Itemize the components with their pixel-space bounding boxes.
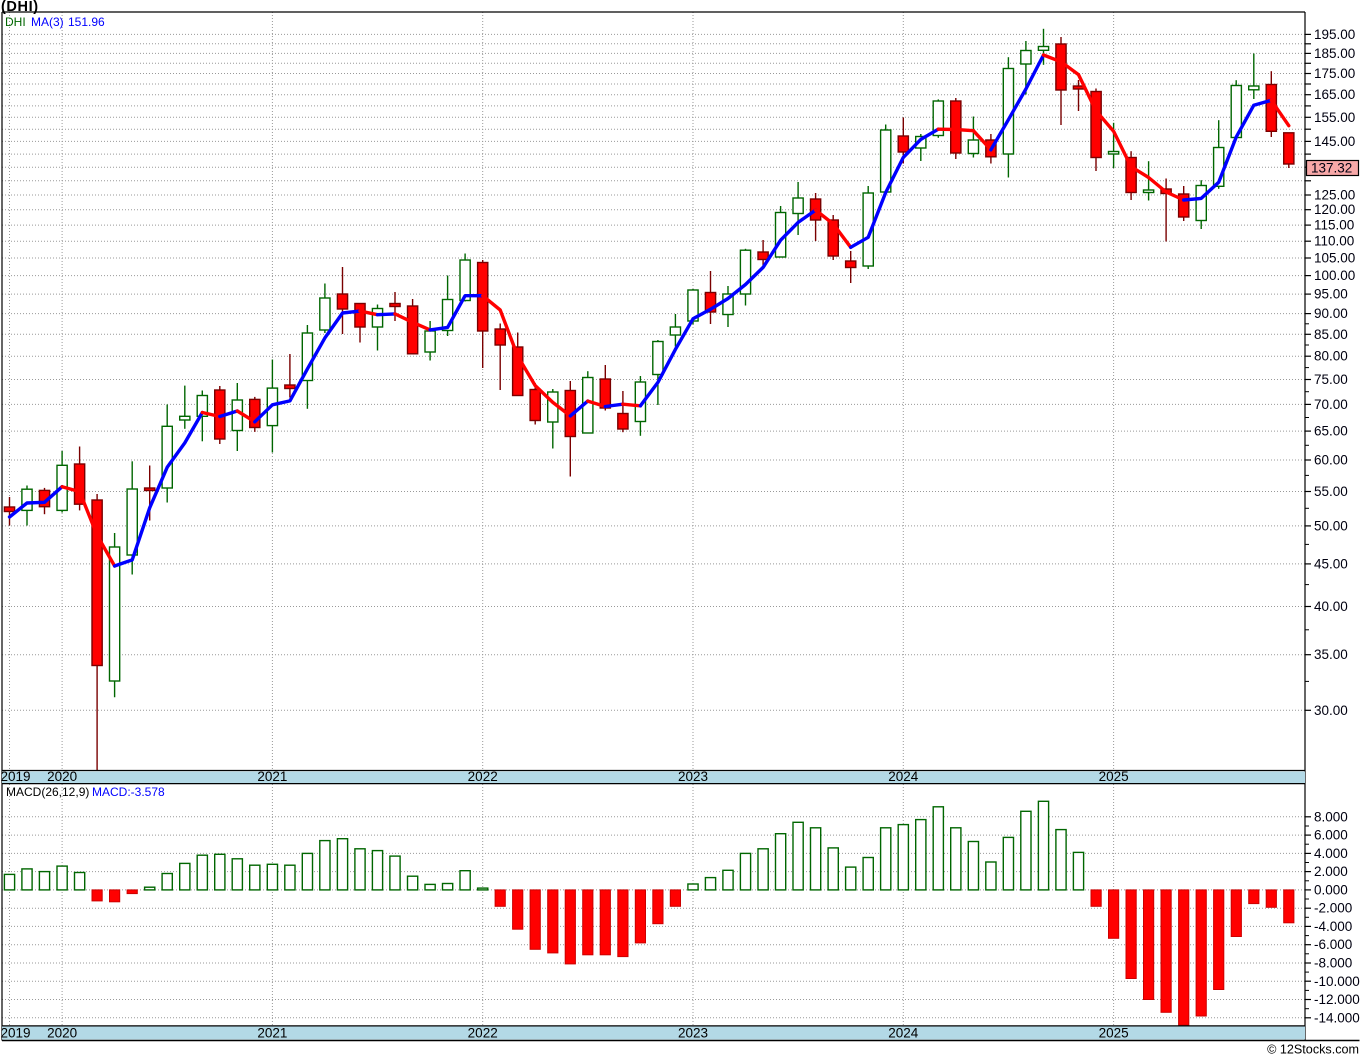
svg-text:(DHI): (DHI) [1,0,39,15]
svg-text:-12.000: -12.000 [1314,992,1360,1007]
svg-text:55.00: 55.00 [1314,484,1348,499]
svg-text:2021: 2021 [257,769,287,784]
svg-text:151.96: 151.96 [68,15,105,29]
svg-text:8.000: 8.000 [1314,809,1348,824]
svg-text:0.000: 0.000 [1314,882,1348,897]
svg-text:DHI: DHI [5,15,26,29]
svg-text:120.00: 120.00 [1314,202,1355,217]
svg-text:40.00: 40.00 [1314,599,1348,614]
svg-text:2020: 2020 [47,1026,77,1041]
svg-text:-2.000: -2.000 [1314,901,1352,916]
svg-text:105.00: 105.00 [1314,251,1355,266]
svg-text:6.000: 6.000 [1314,828,1348,843]
svg-text:2.000: 2.000 [1314,864,1348,879]
svg-text:195.00: 195.00 [1314,27,1355,42]
svg-text:175.00: 175.00 [1314,66,1355,81]
svg-text:MA(3): MA(3) [31,15,64,29]
svg-text:155.00: 155.00 [1314,110,1355,125]
svg-text:2024: 2024 [888,769,919,784]
svg-text:137.32: 137.32 [1311,161,1352,176]
svg-text:© 12Stocks.com: © 12Stocks.com [1267,1043,1359,1056]
svg-text:45.00: 45.00 [1314,556,1348,571]
svg-text:60.00: 60.00 [1314,453,1348,468]
svg-text:4.000: 4.000 [1314,846,1348,861]
svg-text:90.00: 90.00 [1314,306,1348,321]
svg-text:185.00: 185.00 [1314,46,1355,61]
svg-text:70.00: 70.00 [1314,397,1348,412]
svg-text:115.00: 115.00 [1314,218,1354,233]
svg-text:2020: 2020 [47,769,77,784]
svg-text:MACD:-3.578: MACD:-3.578 [92,785,165,799]
svg-text:50.00: 50.00 [1314,518,1348,533]
svg-text:MACD(26,12,9): MACD(26,12,9) [6,785,89,799]
svg-text:2023: 2023 [678,769,708,784]
svg-text:75.00: 75.00 [1314,372,1348,387]
svg-text:2022: 2022 [468,1026,498,1041]
svg-text:2023: 2023 [678,1026,708,1041]
svg-text:2024: 2024 [888,1026,919,1041]
svg-text:2019: 2019 [0,769,30,784]
svg-text:65.00: 65.00 [1314,424,1348,439]
svg-text:2025: 2025 [1099,1026,1129,1041]
svg-text:-6.000: -6.000 [1314,937,1352,952]
svg-text:165.00: 165.00 [1314,87,1355,102]
svg-text:145.00: 145.00 [1314,134,1355,149]
svg-text:-4.000: -4.000 [1314,919,1352,934]
svg-text:2019: 2019 [0,1026,30,1041]
svg-text:2021: 2021 [257,1026,287,1041]
svg-text:-14.000: -14.000 [1314,1010,1360,1025]
svg-text:-10.000: -10.000 [1314,974,1360,989]
svg-text:100.00: 100.00 [1314,268,1355,283]
svg-text:125.00: 125.00 [1314,188,1355,203]
svg-text:110.00: 110.00 [1314,234,1354,249]
svg-text:30.00: 30.00 [1314,703,1348,718]
svg-text:95.00: 95.00 [1314,287,1348,302]
svg-text:80.00: 80.00 [1314,349,1348,364]
svg-text:2022: 2022 [468,769,498,784]
svg-text:-8.000: -8.000 [1314,956,1352,971]
svg-text:2025: 2025 [1099,769,1129,784]
svg-text:85.00: 85.00 [1314,327,1348,342]
svg-text:35.00: 35.00 [1314,647,1348,662]
